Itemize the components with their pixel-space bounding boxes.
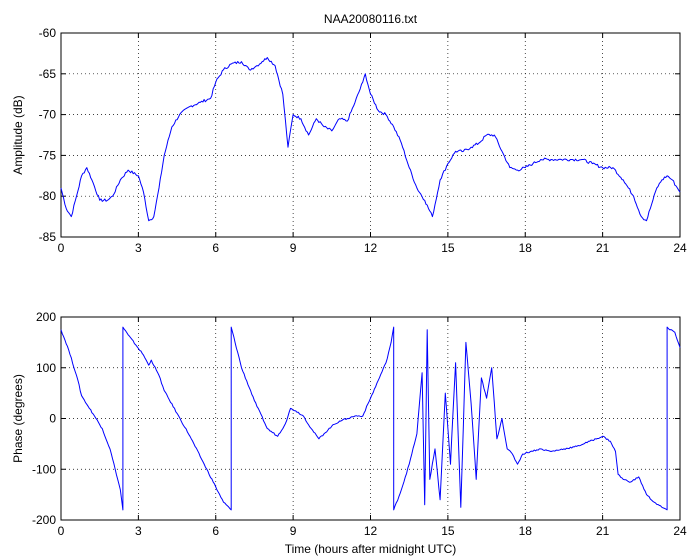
amplitude-x-tick-label: 21 <box>596 241 610 255</box>
phase-y-tick-label: 100 <box>36 361 56 375</box>
phase-panel: 0 3 6 9 12 15 18 21 24 200 100 0 -100 -200 Time (hour… <box>11 310 687 556</box>
phase-x-axis-label: Time (hours after midnight UTC) <box>285 542 457 556</box>
amplitude-y-tick-label: -85 <box>39 230 57 244</box>
phase-x-tick-label: 3 <box>135 524 142 538</box>
amplitude-y-tick-label: -65 <box>39 67 57 81</box>
phase-y-tick-label: 0 <box>49 412 56 426</box>
amplitude-y-tick-label: -80 <box>39 189 57 203</box>
phase-plot-area <box>60 316 681 521</box>
amplitude-x-tick-label: 0 <box>58 241 65 255</box>
amplitude-panel: 0 3 6 9 12 15 18 21 24 -60 -65 -70 -75 -80 -85 NAA2008… <box>11 12 687 255</box>
phase-x-tick-label: 12 <box>364 524 378 538</box>
chart-title: NAA20080116.txt <box>324 12 418 26</box>
amplitude-plot-area <box>60 32 681 238</box>
phase-x-tick-label: 9 <box>290 524 297 538</box>
amplitude-x-tick-label: 12 <box>364 241 378 255</box>
amplitude-x-tick-label: 3 <box>135 241 142 255</box>
phase-y-tick-label: 200 <box>36 310 56 324</box>
phase-y-tick-label: -200 <box>32 513 56 527</box>
phase-x-tick-label: 18 <box>519 524 533 538</box>
phase-x-tick-label: 6 <box>212 524 219 538</box>
phase-y-axis-label: Phase (degrees) <box>11 374 25 463</box>
amplitude-y-tick-label: -70 <box>39 108 57 122</box>
phase-x-tick-label: 24 <box>673 524 687 538</box>
amplitude-y-tick-label: -60 <box>39 26 57 40</box>
phase-x-tick-label: 15 <box>441 524 455 538</box>
amplitude-x-tick-label: 24 <box>673 241 687 255</box>
amplitude-x-tick-label: 18 <box>519 241 533 255</box>
phase-y-tick-label: -100 <box>32 462 56 476</box>
amplitude-y-axis-label: Amplitude (dB) <box>11 95 25 174</box>
amplitude-x-tick-label: 6 <box>212 241 219 255</box>
phase-trace <box>60 326 681 511</box>
amplitude-x-tick-label: 15 <box>441 241 455 255</box>
phase-x-tick-label: 21 <box>596 524 610 538</box>
amplitude-x-tick-label: 9 <box>290 241 297 255</box>
amplitude-trace <box>60 57 681 222</box>
amplitude-y-tick-label: -75 <box>39 148 57 162</box>
phase-x-tick-label: 0 <box>58 524 65 538</box>
